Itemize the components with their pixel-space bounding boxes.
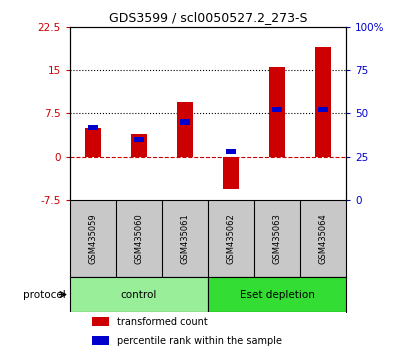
Bar: [70, 277, 208, 312]
Bar: [85, 128, 101, 157]
Bar: [131, 133, 147, 157]
Bar: [180, 119, 190, 125]
Bar: [223, 157, 239, 188]
Bar: [177, 102, 193, 157]
Text: GSM435059: GSM435059: [88, 213, 98, 264]
Text: GSM435061: GSM435061: [180, 213, 190, 264]
Bar: [134, 137, 144, 142]
Bar: [226, 149, 236, 154]
Text: GSM435060: GSM435060: [134, 213, 144, 264]
Text: Eset depletion: Eset depletion: [240, 290, 314, 299]
Bar: [92, 336, 109, 346]
Bar: [92, 317, 109, 326]
Bar: [208, 277, 346, 312]
Text: protocol: protocol: [23, 290, 66, 299]
Text: control: control: [121, 290, 157, 299]
Text: GSM435063: GSM435063: [272, 213, 282, 264]
Bar: [315, 47, 331, 157]
Text: GSM435062: GSM435062: [226, 213, 236, 264]
Text: percentile rank within the sample: percentile rank within the sample: [117, 336, 282, 346]
Text: GSM435064: GSM435064: [318, 213, 328, 264]
Bar: [318, 107, 328, 113]
Bar: [272, 107, 282, 113]
Bar: [88, 125, 98, 130]
Text: transformed count: transformed count: [117, 316, 208, 326]
Title: GDS3599 / scl0050527.2_273-S: GDS3599 / scl0050527.2_273-S: [109, 11, 307, 24]
Bar: [269, 67, 285, 157]
